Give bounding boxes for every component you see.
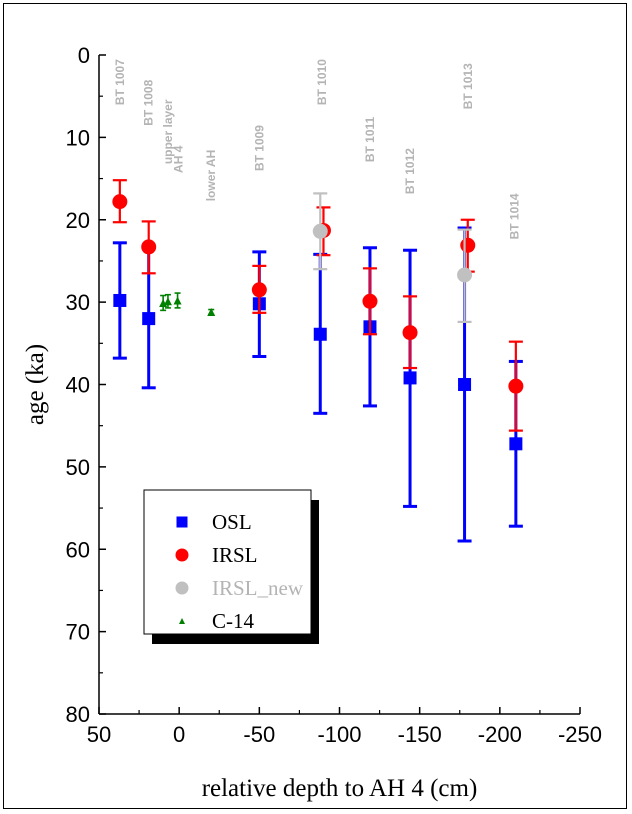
x-tick-label: -200 xyxy=(478,722,522,747)
legend-box xyxy=(143,489,312,635)
y-tick-label: 70 xyxy=(66,620,90,645)
data-point xyxy=(362,293,378,309)
sample-label: AH 4 xyxy=(171,145,185,173)
legend-marker xyxy=(175,581,189,595)
data-point xyxy=(402,325,418,341)
data-point xyxy=(458,378,472,391)
data-point xyxy=(403,371,417,385)
y-tick-label: 40 xyxy=(66,373,90,398)
legend-label: IRSL_new xyxy=(212,576,304,600)
data-point xyxy=(509,437,523,451)
x-tick-label: -100 xyxy=(317,722,361,747)
sample-label: BT 1012 xyxy=(403,148,417,194)
x-tick-label: -150 xyxy=(398,722,442,747)
data-point xyxy=(460,237,476,253)
series-c-14 xyxy=(159,292,216,317)
data-point xyxy=(173,296,182,305)
data-series xyxy=(112,179,524,543)
series-irsl-new xyxy=(312,192,473,323)
x-axis-label: relative depth to AH 4 (cm) xyxy=(202,775,478,802)
sample-label: BT 1013 xyxy=(461,63,475,109)
data-point xyxy=(207,308,216,317)
data-point xyxy=(251,282,267,298)
legend-label: IRSL xyxy=(212,543,258,567)
legend-marker xyxy=(179,618,185,624)
sample-label: upper layer xyxy=(161,99,175,164)
legend-label: OSL xyxy=(212,510,252,534)
data-point xyxy=(163,297,172,306)
y-tick-label: 0 xyxy=(78,43,90,68)
y-tick-label: 50 xyxy=(66,455,90,480)
legend-marker xyxy=(175,548,189,562)
sample-label: BT 1009 xyxy=(252,125,266,171)
y-tick-label: 20 xyxy=(66,208,90,233)
y-axis-label: age (ka) xyxy=(22,344,49,425)
y-tick-label: 30 xyxy=(66,290,90,315)
y-tick-label: 60 xyxy=(66,537,90,562)
x-tick-label: -50 xyxy=(243,722,275,747)
x-tick-label: 0 xyxy=(173,722,185,747)
sample-label: BT 1011 xyxy=(363,116,377,162)
legend-label: C-14 xyxy=(212,609,255,633)
data-point xyxy=(112,194,128,210)
y-tick-label: 10 xyxy=(66,125,90,150)
data-point xyxy=(508,378,524,394)
x-tick-label: 50 xyxy=(87,722,111,747)
sample-label: BT 1007 xyxy=(113,59,127,105)
sample-label: lower AH xyxy=(204,150,218,202)
data-point xyxy=(141,239,157,255)
sample-label: BT 1014 xyxy=(507,193,521,239)
data-point xyxy=(142,312,156,326)
data-point xyxy=(457,267,473,283)
sample-label: BT 1008 xyxy=(142,79,156,125)
legend-marker xyxy=(176,516,188,528)
data-point xyxy=(313,327,327,341)
series-irsl xyxy=(112,179,524,432)
legend: OSL IRSL IRSL_new C-14 xyxy=(143,489,312,635)
figure-frame xyxy=(3,3,627,809)
x-tick-label: -250 xyxy=(558,722,602,747)
y-tick-label: 80 xyxy=(66,702,90,727)
data-point xyxy=(312,223,328,239)
data-point xyxy=(113,293,127,307)
sample-label: BT 1010 xyxy=(315,59,329,105)
